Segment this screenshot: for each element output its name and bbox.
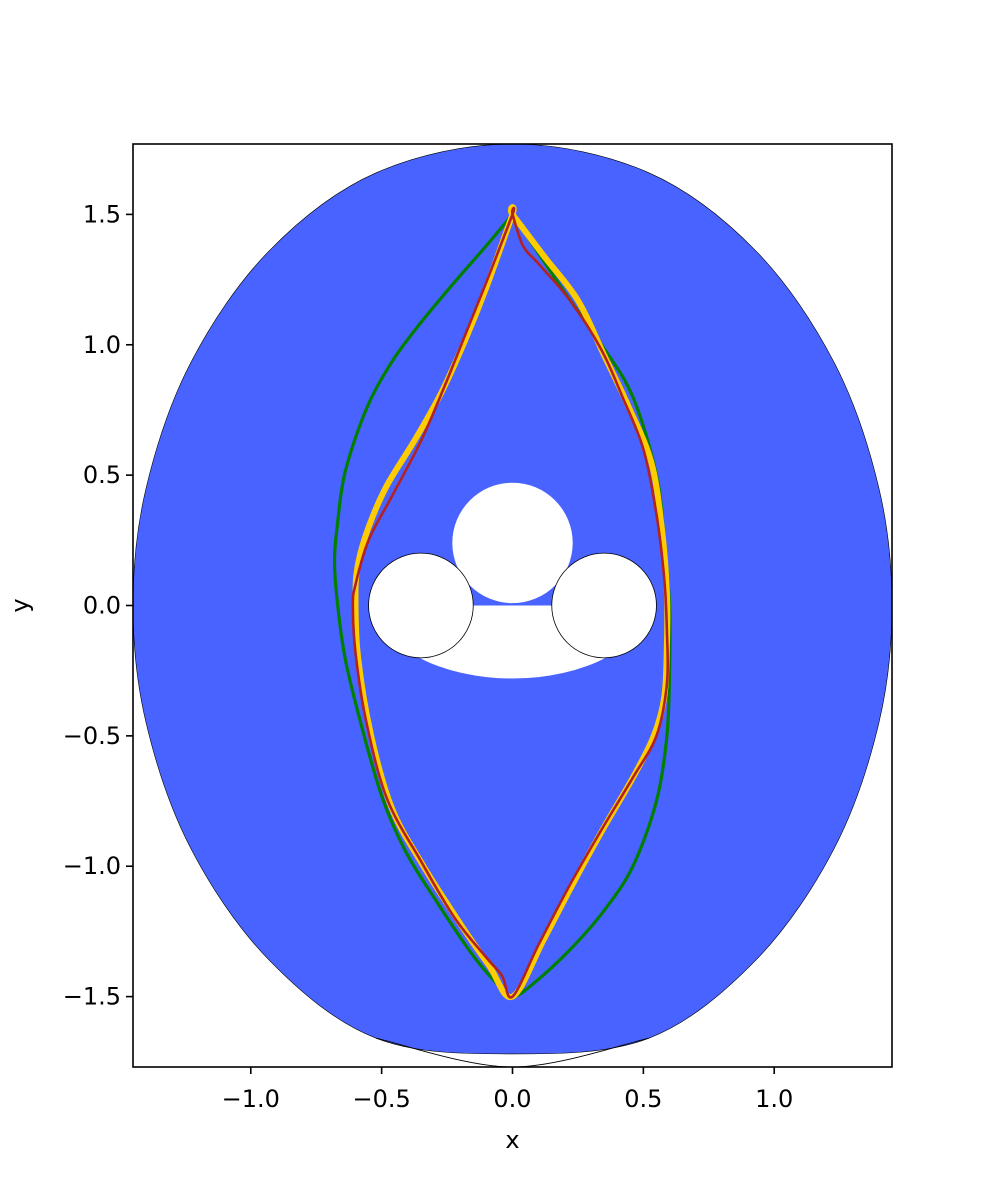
y-tick-label: 0.5 xyxy=(83,461,121,489)
right-circle xyxy=(551,552,657,659)
series-layer xyxy=(332,204,672,1000)
y-tick-label: 1.0 xyxy=(83,331,121,359)
y-tick-label: −1.0 xyxy=(63,852,121,880)
y-tick-label: 0.0 xyxy=(83,592,121,620)
y-tick-label: −1.5 xyxy=(63,983,121,1011)
x-tick-label: −0.5 xyxy=(352,1085,410,1113)
left-circle xyxy=(368,552,474,659)
x-tick-label: 0.0 xyxy=(493,1085,531,1113)
x-axis-label: x xyxy=(505,1126,519,1154)
series-3-curve xyxy=(351,206,670,999)
top-obstacle xyxy=(452,482,573,604)
x-tick-label: 1.0 xyxy=(755,1085,793,1113)
y-tick-label: −0.5 xyxy=(63,722,121,750)
domain-cusp-outline xyxy=(376,1037,649,1067)
x-axis: −1.0 −0.5 0.0 0.5 1.0 xyxy=(222,1067,793,1113)
series-2-curve xyxy=(352,204,671,1000)
y-axis: −1.5 −1.0 −0.5 0.0 0.5 1.0 1.5 xyxy=(63,200,133,1011)
x-tick-label: 0.5 xyxy=(624,1085,662,1113)
y-tick-label: 1.5 xyxy=(83,200,121,228)
domain-layer xyxy=(133,144,892,1067)
x-tick-label: −1.0 xyxy=(222,1085,280,1113)
y-axis-label: y xyxy=(6,598,34,612)
plot-area xyxy=(133,144,892,1067)
